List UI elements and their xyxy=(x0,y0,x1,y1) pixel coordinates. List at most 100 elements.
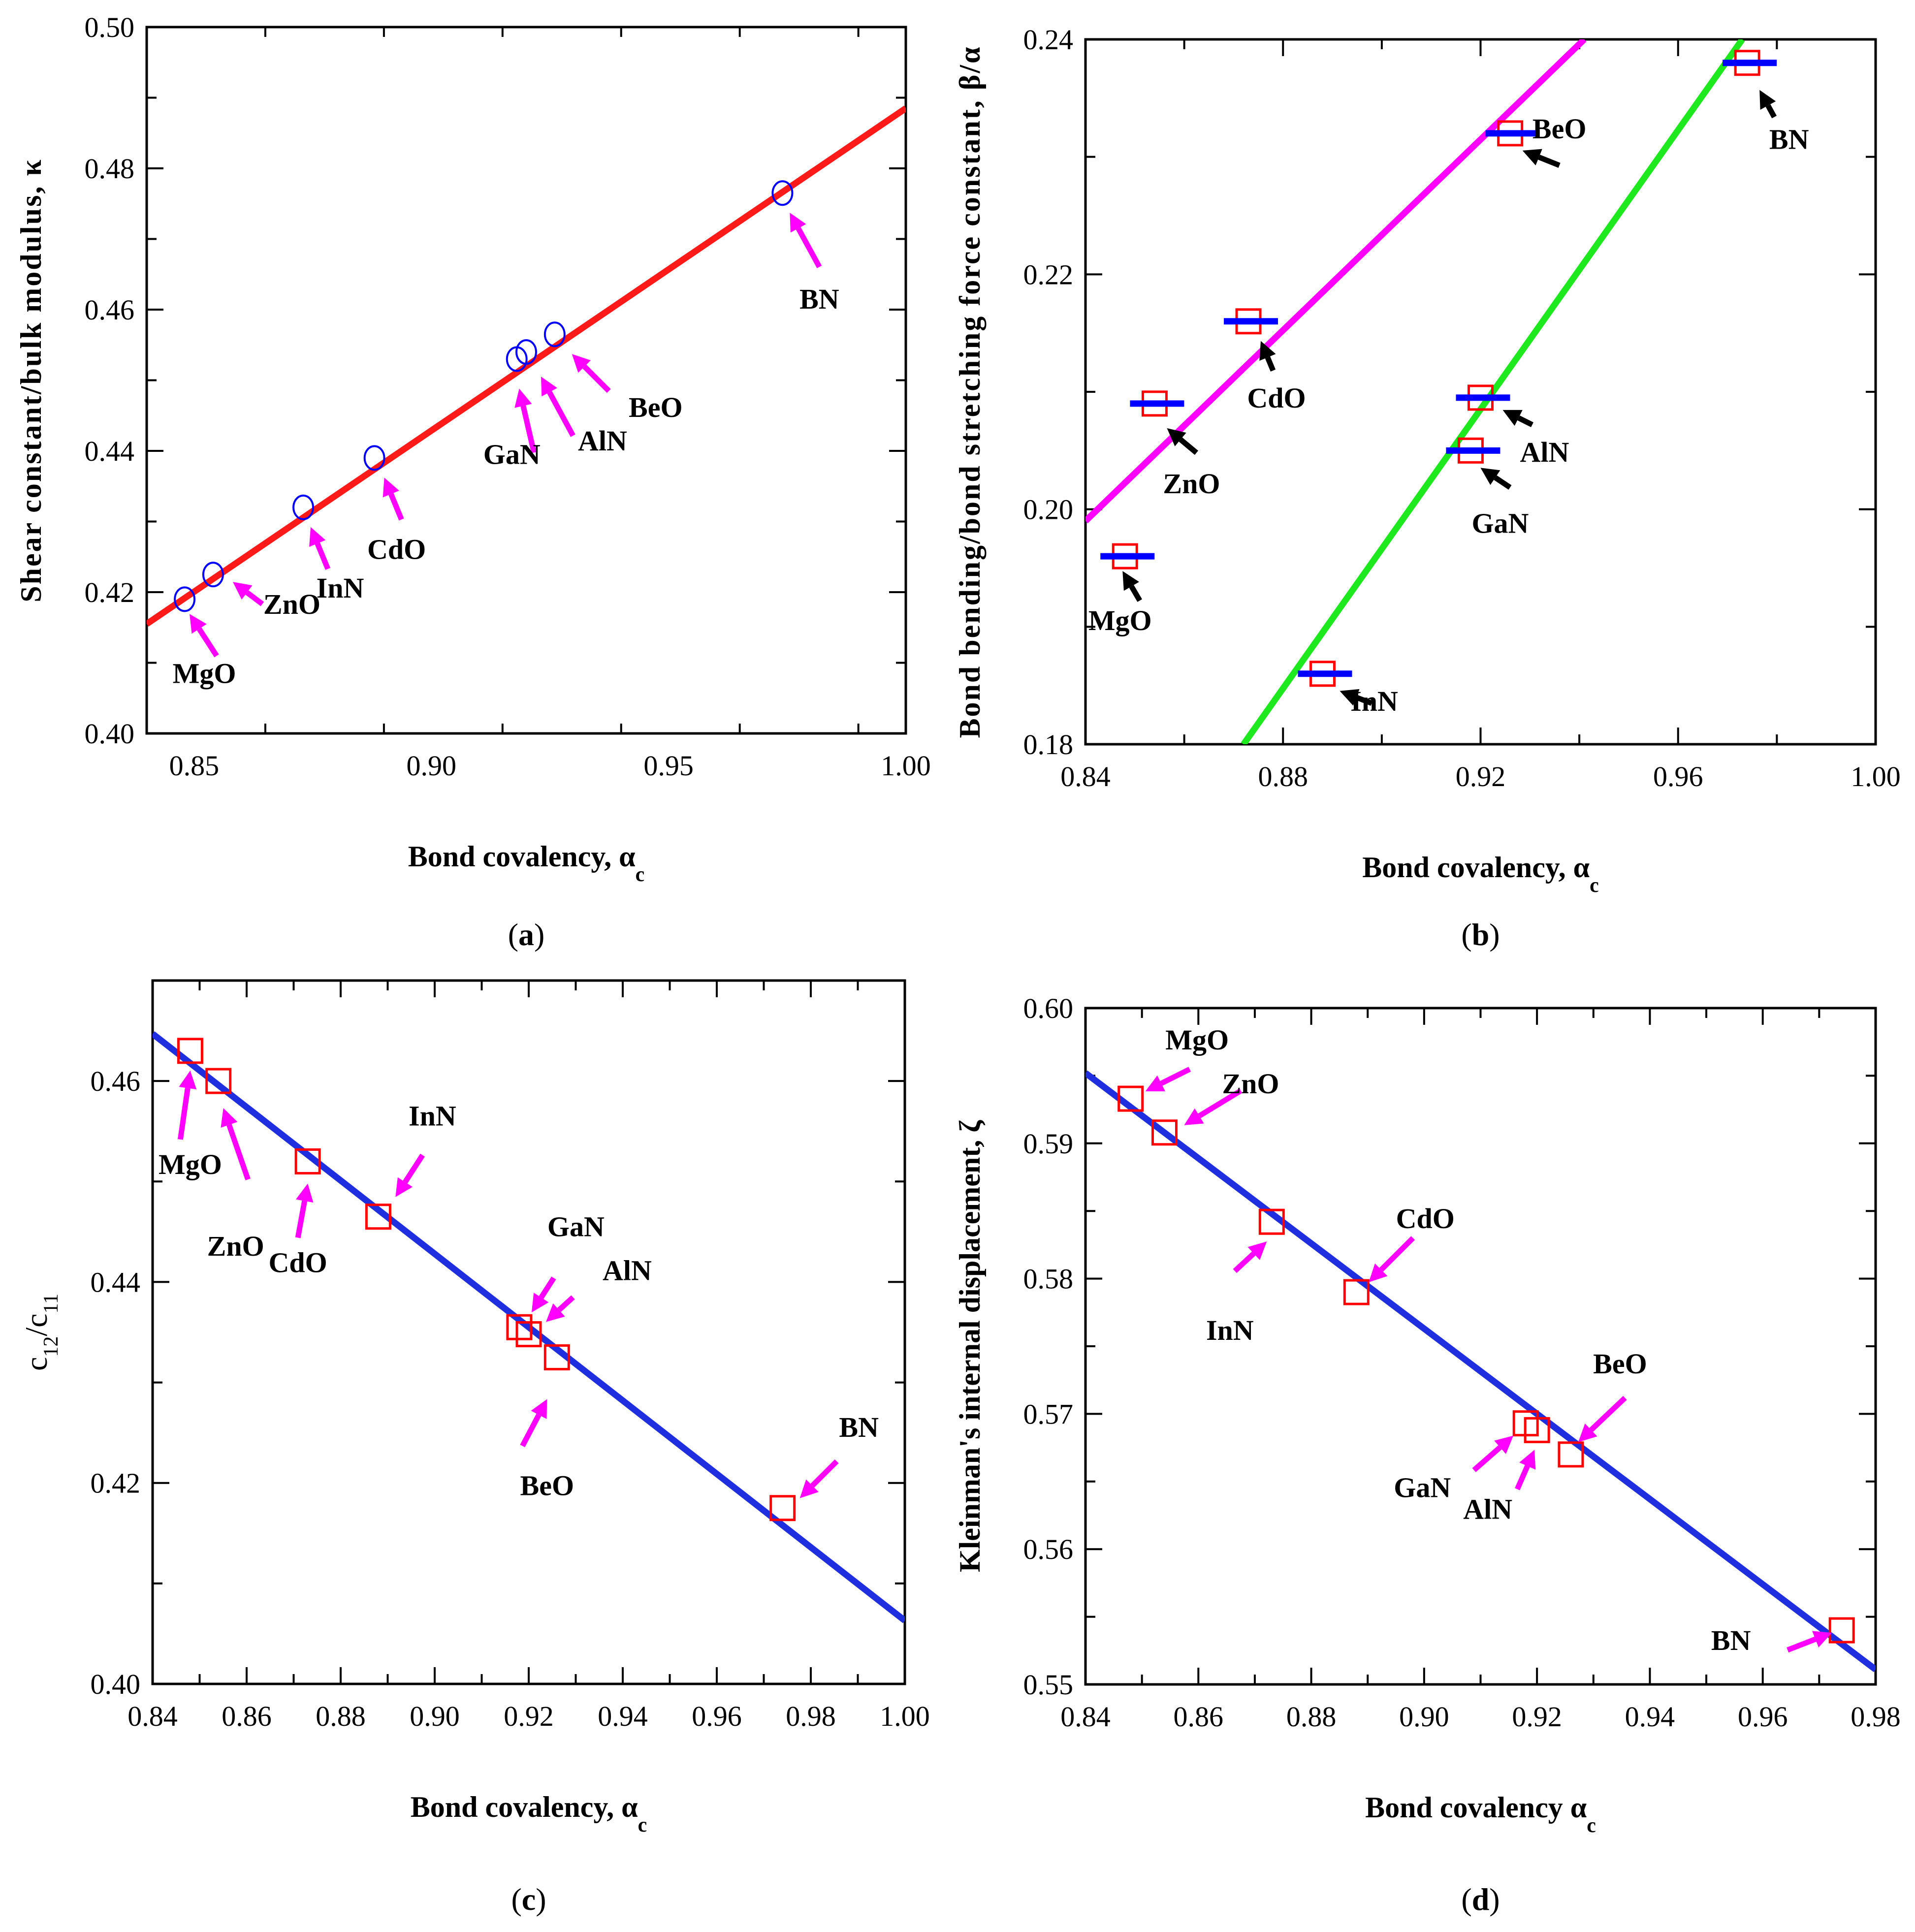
marker-square xyxy=(1828,1617,1855,1644)
arrow-shaft xyxy=(1379,1236,1415,1272)
x-tick-label: 0.90 xyxy=(407,750,457,782)
point-label-zno: ZnO xyxy=(1222,1068,1279,1100)
point-label-bn: BN xyxy=(839,1411,879,1443)
y-tick-label: 0.56 xyxy=(1023,1533,1074,1565)
arrow-shaft xyxy=(520,1413,542,1448)
x-tick-label: 0.94 xyxy=(1625,1701,1675,1733)
point-arrow xyxy=(1145,1067,1191,1092)
panel-b: 0.84 0.88 0.92 0.96 1.00 0.18 0.20 0.22 0.24 MgO Z… xyxy=(954,24,1901,952)
point-label-gan: GaN xyxy=(547,1210,605,1242)
x-tick-label: 0.85 xyxy=(169,750,220,782)
marker-square xyxy=(294,1148,321,1174)
point-label-inn: InN xyxy=(1206,1314,1254,1346)
x-axis-label-sub: c xyxy=(1587,1814,1596,1837)
point-label-bn: BN xyxy=(799,283,839,315)
arrow-shaft xyxy=(1233,1251,1256,1273)
arrow-shaft xyxy=(388,493,404,521)
arrow-shaft xyxy=(245,590,264,606)
plot-frame xyxy=(151,979,906,1685)
marker-square xyxy=(177,1038,203,1064)
x-tick-label: 0.84 xyxy=(1060,760,1111,792)
point-label-beo: BeO xyxy=(1532,113,1587,145)
marker-square xyxy=(1343,1279,1370,1305)
marker-square xyxy=(1117,1085,1144,1112)
point-label-inn: InN xyxy=(317,572,364,604)
point-arrow xyxy=(1167,428,1198,455)
data-point-gan: GaN xyxy=(1394,1410,1539,1504)
point-label-mgo: MgO xyxy=(1165,1024,1229,1056)
y-tick-label: 0.59 xyxy=(1023,1128,1074,1160)
x-tick-label: 1.00 xyxy=(881,750,931,782)
x-tick-label: 0.86 xyxy=(1174,1701,1224,1733)
point-arrow xyxy=(572,354,611,393)
y-axis-label: Shear constant/bulk modulus, κ xyxy=(15,158,47,602)
arrow-shaft xyxy=(295,1200,308,1238)
point-label-bn: BN xyxy=(1711,1624,1751,1656)
point-label-zno: ZnO xyxy=(207,1230,264,1262)
arrow-shaft xyxy=(1515,1465,1530,1490)
data-point-aln: AlN xyxy=(515,1255,652,1348)
point-label-inn: InN xyxy=(409,1100,456,1132)
arrow-head xyxy=(190,614,207,634)
arrow-head xyxy=(541,377,557,397)
arrow-shaft xyxy=(1265,356,1276,372)
x-axis-label-sub: c xyxy=(638,1814,647,1837)
x-axis-label: Bond covalency, αc xyxy=(411,1791,647,1837)
point-label-cdo: CdO xyxy=(1396,1203,1455,1235)
point-arrow xyxy=(232,582,264,606)
arrow-shaft xyxy=(1160,1067,1191,1086)
point-label-aln: AlN xyxy=(603,1255,652,1287)
arrow-shaft xyxy=(177,1087,191,1140)
marker-square xyxy=(515,1321,542,1348)
data-point-inn: InN xyxy=(365,1100,456,1230)
point-arrow xyxy=(395,1153,425,1197)
arrow-head xyxy=(1184,1108,1204,1125)
y-label-part: /c xyxy=(19,1313,54,1336)
panel-caption: (b) xyxy=(1461,917,1500,952)
point-arrow xyxy=(1340,689,1373,706)
panel-caption: (d) xyxy=(1461,1882,1500,1917)
data-point-inn: InN xyxy=(1298,661,1398,717)
arrow-head xyxy=(1494,1435,1514,1454)
point-arrow xyxy=(541,377,575,437)
marker-circle xyxy=(515,339,537,365)
y-tick-label: 0.55 xyxy=(1023,1669,1074,1701)
x-axis-label-sub: c xyxy=(1590,874,1599,897)
point-arrow xyxy=(1480,468,1512,490)
point-arrow xyxy=(1184,1088,1243,1125)
point-arrow xyxy=(1578,1395,1627,1442)
marker-circle xyxy=(543,321,566,348)
arrow-shaft xyxy=(557,1295,575,1312)
point-arrow xyxy=(1472,1435,1514,1472)
marker-square xyxy=(205,1068,232,1094)
x-tick-label: 1.00 xyxy=(880,1700,930,1732)
y-tick-label: 0.44 xyxy=(85,435,135,467)
data-point-zno: ZnO xyxy=(1151,1068,1279,1146)
caption-paren: ) xyxy=(1489,917,1500,952)
point-label-mgo: MgO xyxy=(173,657,236,689)
data-point-mgo: MgO xyxy=(1117,1024,1229,1112)
marker-circle xyxy=(202,562,224,588)
y-tick-label: 0.40 xyxy=(91,1668,141,1700)
y-tick-label: 0.42 xyxy=(85,576,135,608)
x-axis-label: Bond covalency αc xyxy=(1365,1791,1596,1837)
caption-paren: ( xyxy=(1461,1882,1471,1917)
marker-circle xyxy=(174,586,196,612)
x-tick-label: 0.92 xyxy=(1456,760,1506,792)
arrow-shaft xyxy=(1589,1395,1627,1432)
point-arrow xyxy=(1787,1631,1832,1653)
data-point-cdo: CdO xyxy=(269,1148,327,1278)
arrow-shaft xyxy=(403,1153,425,1184)
data-point-cdo: CdO xyxy=(363,445,426,565)
point-arrow xyxy=(1259,341,1276,372)
marker-square xyxy=(1258,1208,1285,1235)
data-point-cdo: CdO xyxy=(1343,1203,1455,1305)
arrow-head xyxy=(296,1183,314,1203)
arrow-head xyxy=(1480,468,1500,485)
arrow-shaft xyxy=(315,542,331,570)
x-tick-label: 0.92 xyxy=(504,1700,554,1732)
point-arrow xyxy=(799,1459,839,1498)
marker-square xyxy=(365,1204,391,1230)
y-tick-label: 0.46 xyxy=(85,294,135,326)
